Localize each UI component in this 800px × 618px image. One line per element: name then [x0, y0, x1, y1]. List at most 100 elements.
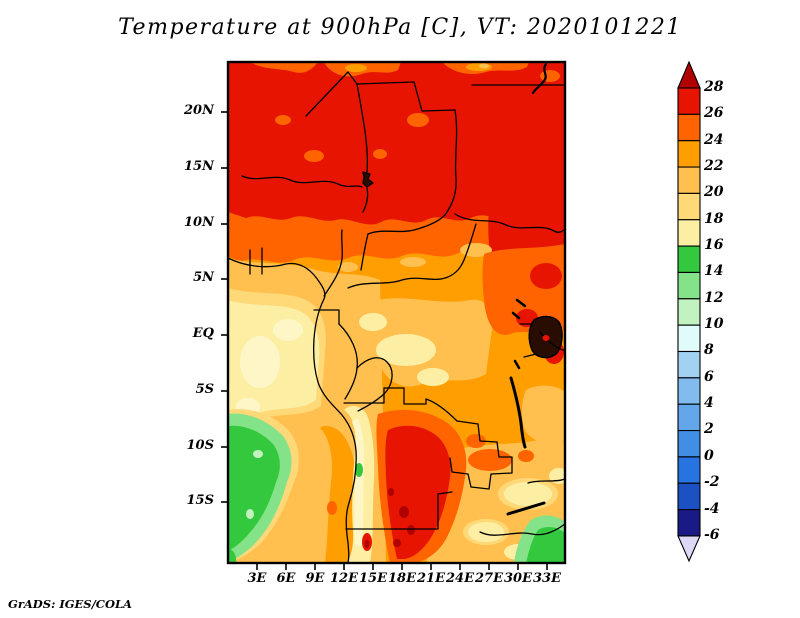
fill-sahel-amber: [338, 262, 358, 272]
lat-tick-label: 5N: [193, 270, 214, 285]
fill-angola-hot-spot: [399, 506, 409, 518]
colorbar-label: 22: [704, 158, 724, 174]
fill-katanga-orange: [518, 450, 534, 462]
colorbar-segment: [677, 245, 701, 274]
fill-angola-hot-spot: [407, 525, 415, 535]
colorbar: [677, 60, 701, 563]
fill-palegreen-speck: [253, 450, 263, 458]
colorbar-segment: [677, 192, 701, 221]
fill-top-patch: [250, 62, 318, 73]
colorbar-arrow-top: [677, 60, 701, 89]
lake-tanganyika: [509, 376, 527, 449]
border-cameroon-nigeria: [323, 229, 343, 297]
lon-tick-label: 30E: [504, 571, 532, 586]
border-niger-nigeria: [241, 175, 363, 188]
fill-se-green-core: [526, 526, 565, 563]
fill-offshore-spot: [327, 501, 337, 515]
fill-sahel-amber: [400, 257, 426, 267]
lon-tick-label: 24E: [446, 571, 474, 586]
colorbar-label: 16: [704, 237, 724, 253]
border-libya-south: [305, 71, 456, 117]
colorbar-label: 26: [704, 105, 724, 121]
colorbar-segment: [677, 87, 701, 115]
country-borders: [228, 62, 565, 563]
fill-red-zone-spot: [540, 70, 560, 82]
fill-red-zone-spot: [373, 149, 387, 159]
border-angola-namibia: [345, 491, 453, 530]
colorbar-arrow-bottom: [677, 535, 701, 563]
colorbar-label: 8: [704, 342, 714, 358]
border-chad-sudan: [444, 109, 458, 216]
colorbar-label: 10: [704, 316, 724, 332]
lon-tick-label: 15E: [359, 571, 387, 586]
colorbar-segment: [677, 219, 701, 247]
fill-angola-red-core: [385, 425, 451, 559]
colorbar-label: 0: [704, 448, 714, 464]
lake-victoria-speck: [542, 335, 550, 341]
fill-se-cream: [468, 522, 504, 542]
colorbar-segment: [677, 113, 701, 142]
colorbar-segment: [677, 456, 701, 484]
fill-red-zone-spot: [304, 150, 324, 162]
coastline-atlantic: [228, 257, 357, 563]
lon-tick-label: 21E: [417, 571, 445, 586]
fill-pale-spot: [273, 319, 303, 341]
colorbar-segment: [677, 140, 701, 168]
lat-tick-label: 5S: [195, 382, 214, 397]
fill-katanga-orange: [468, 449, 512, 471]
lake-albert: [515, 298, 527, 308]
fill-pale-spot: [240, 336, 280, 388]
fill-ne-red-patch: [530, 263, 562, 289]
colorbar-segment: [677, 166, 701, 194]
fill-top-spot: [345, 64, 367, 72]
lake-kivu: [513, 359, 521, 370]
colorbar-segment: [677, 324, 701, 353]
fill-angola-hot-spot: [393, 539, 401, 547]
colorbar-label: 4: [704, 395, 714, 411]
fill-angola-hot-spot: [388, 488, 394, 496]
fill-palegreen-speck: [246, 509, 254, 519]
colorbar-segment: [677, 350, 701, 379]
colorbar-label: -4: [704, 501, 720, 517]
lon-tick-label: 3E: [247, 571, 267, 586]
map-frame: [226, 60, 567, 565]
border-south-sudan: [454, 213, 565, 233]
fill-east-amber: [521, 385, 565, 444]
colorbar-label: 28: [704, 79, 724, 95]
border-below-lake-chad: [362, 187, 369, 213]
lon-tick-label: 33E: [533, 571, 561, 586]
lat-tick-label: 10S: [186, 438, 214, 453]
lon-tick-label: 12E: [330, 571, 358, 586]
colorbar-label: 2: [704, 421, 714, 437]
plot-title: Temperature at 900hPa [C], VT: 202010122…: [118, 15, 682, 40]
temperature-contour-map: [221, 60, 567, 570]
colorbar-segment: [677, 298, 701, 326]
border-katanga-pedicle: [449, 420, 513, 490]
fill-bl-green: [228, 548, 237, 563]
border-car-sudan: [463, 223, 477, 261]
lat-tick-label: EQ: [192, 326, 214, 341]
lake-edward: [511, 311, 521, 320]
border-cameroon-car: [360, 233, 369, 271]
border-angola-drc: [343, 387, 458, 422]
lon-ticks: [256, 564, 548, 570]
fill-katanga-orange: [466, 434, 486, 448]
fill-red-zone-spot: [275, 115, 291, 125]
fill-sahara-red: [228, 62, 565, 225]
lake-chad: [362, 171, 374, 188]
border-niger-chad: [356, 83, 369, 173]
fill-cream-patch: [359, 313, 387, 331]
border-chad-car: [367, 214, 446, 235]
lat-tick-label: 15N: [184, 159, 214, 174]
colorbar-label: 18: [704, 211, 724, 227]
colorbar-label: 14: [704, 263, 724, 279]
colorbar-segment: [677, 271, 701, 300]
fill-cream-patch: [376, 334, 436, 366]
lake-malawi: [506, 501, 546, 516]
border-tanzania-mozambique: [527, 478, 565, 484]
lat-tick-label: 15S: [186, 493, 214, 508]
fill-coastal-red-core: [364, 540, 370, 548]
lon-tick-label: 18E: [388, 571, 416, 586]
colorbar-segment: [677, 509, 701, 537]
